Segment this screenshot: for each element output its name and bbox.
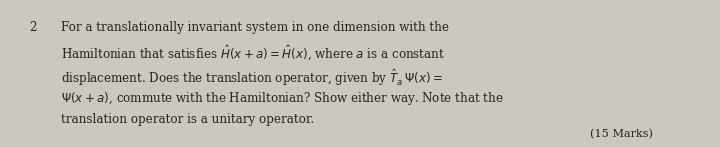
Text: Hamiltonian that satisfies $\hat{H}(x+a) = \hat{H}(x)$, where $a$ is a constant: Hamiltonian that satisfies $\hat{H}(x+a)… (61, 44, 446, 63)
Text: $\Psi(x+a)$, commute with the Hamiltonian? Show either way. Note that the: $\Psi(x+a)$, commute with the Hamiltonia… (61, 90, 504, 107)
Text: For a translationally invariant system in one dimension with the: For a translationally invariant system i… (61, 21, 449, 34)
Text: displacement. Does the translation operator, given by $\hat{T}_a\,\Psi(x) =$: displacement. Does the translation opera… (61, 67, 443, 88)
Text: (15 Marks): (15 Marks) (590, 129, 654, 139)
Text: 2: 2 (29, 21, 36, 34)
Text: translation operator is a unitary operator.: translation operator is a unitary operat… (61, 113, 315, 126)
